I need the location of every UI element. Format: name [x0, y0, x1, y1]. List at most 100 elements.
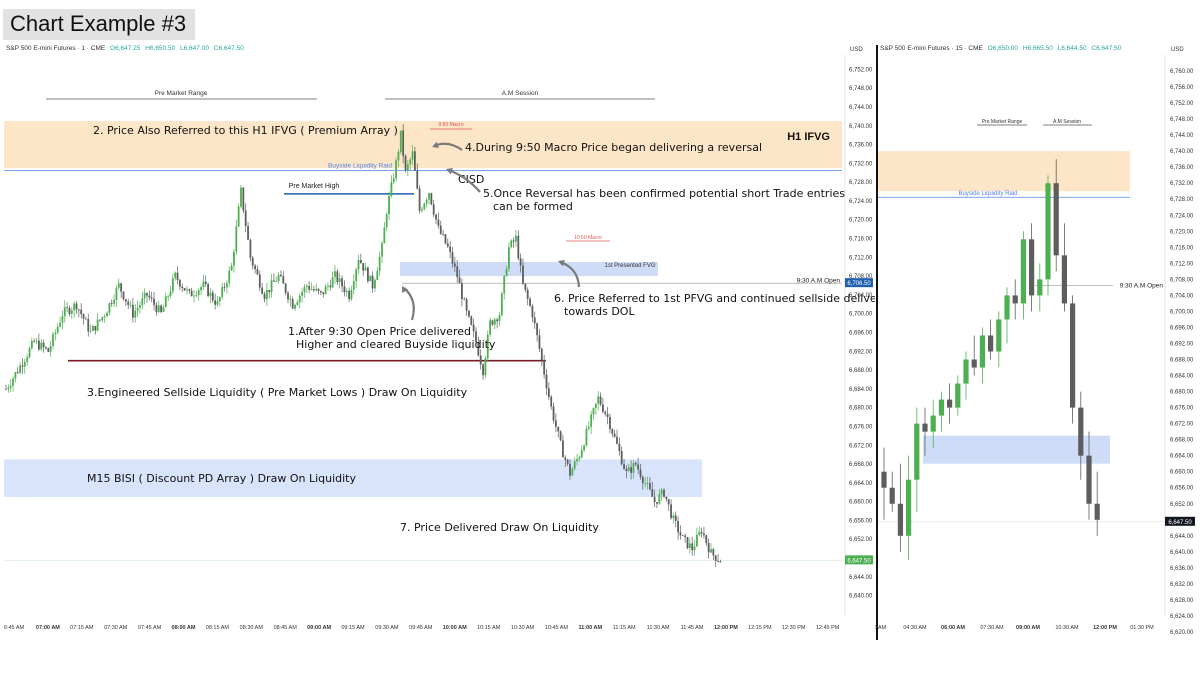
- last-price-badge-text: 6,647.50: [847, 558, 871, 564]
- candle-body: [197, 290, 200, 296]
- candle-body: [383, 227, 386, 244]
- candle-body: [611, 429, 614, 434]
- candle-body: [421, 209, 423, 211]
- candle-body: [423, 203, 426, 210]
- candle-body: [656, 502, 658, 504]
- annotation-text: towards DOL: [564, 305, 635, 318]
- candle-body-15m: [1078, 407, 1084, 456]
- candle-body: [670, 504, 672, 519]
- right-x-tick: 06:00 AM: [941, 625, 965, 631]
- candle-body-15m: [897, 503, 903, 536]
- candle-body: [327, 285, 329, 287]
- candle-body: [719, 561, 722, 563]
- left-y-tick: 6,748.00: [849, 86, 873, 92]
- candle-body: [498, 315, 501, 322]
- candle-body: [660, 489, 663, 495]
- left-x-tick: 08:00 AM: [172, 625, 196, 631]
- annotation-text: 1.After 9:30 Open Price delivered: [288, 325, 471, 338]
- arrow-open-head: [402, 286, 408, 293]
- candle-body: [150, 297, 153, 299]
- candle-body: [186, 289, 188, 291]
- left-x-tick: 08:15 AM: [206, 625, 230, 631]
- candle-body-15m: [979, 335, 985, 368]
- left-y-tick: 6,732.00: [849, 161, 873, 167]
- candle-body: [677, 520, 679, 533]
- candle-body: [700, 532, 703, 534]
- candle-body: [103, 316, 106, 318]
- candle-body: [256, 269, 259, 275]
- candle-body: [536, 323, 538, 336]
- candle-body: [82, 314, 85, 319]
- arrow-open: [403, 287, 415, 321]
- candle-body: [214, 300, 217, 305]
- left-y-tick: 6,752.00: [849, 67, 873, 73]
- candle-body: [594, 403, 597, 409]
- candle-body: [134, 310, 137, 318]
- candle-body: [136, 307, 139, 311]
- candle-body: [625, 468, 628, 472]
- annotation-text: 4.During 9:50 Macro Price began deliveri…: [465, 141, 762, 154]
- candle-body: [280, 274, 282, 277]
- candle-body: [592, 408, 595, 415]
- candle-body: [169, 291, 172, 297]
- candle-body: [571, 468, 574, 476]
- right-y-tick: 6,748.00: [1170, 117, 1194, 123]
- candle-body: [148, 295, 151, 298]
- candle-body: [627, 467, 630, 472]
- left-y-tick: 6,692.00: [849, 349, 873, 355]
- candle-body: [308, 285, 311, 290]
- right-low: L6,644.50: [1057, 45, 1087, 52]
- candle-body: [179, 280, 181, 287]
- candle-body: [717, 560, 719, 562]
- right-y-tick: 6,744.00: [1170, 133, 1194, 139]
- candle-body: [385, 214, 388, 228]
- candle-body: [181, 286, 184, 289]
- candle-body: [569, 463, 571, 476]
- left-y-tick: 6,720.00: [849, 218, 873, 224]
- candle-body: [632, 463, 635, 473]
- candle-body: [512, 240, 515, 242]
- candle-body-15m: [988, 335, 994, 352]
- candle-body: [343, 286, 346, 293]
- candle-body: [649, 483, 651, 490]
- candle-body: [244, 210, 247, 227]
- candle-body: [508, 247, 510, 269]
- left-y-tick: 6,700.00: [849, 312, 873, 318]
- candle-body: [228, 270, 231, 284]
- left-x-tick: 09:00 AM: [307, 625, 331, 631]
- candle-body: [200, 287, 202, 291]
- candle-body: [87, 319, 90, 332]
- candle-body: [305, 285, 308, 287]
- left-y-tick: 6,708.00: [849, 274, 873, 280]
- candle-body: [204, 281, 207, 285]
- candle-body: [28, 348, 31, 358]
- candle-body: [89, 330, 92, 332]
- candle-body: [294, 304, 296, 309]
- candle-body: [334, 271, 336, 278]
- candle-body: [468, 310, 470, 317]
- right-y-tick: 6,672.00: [1170, 422, 1194, 428]
- candle-body: [132, 304, 134, 318]
- candle-body: [590, 414, 593, 427]
- candle-body: [174, 272, 177, 279]
- first-fvg-label: 1st Presented FVG: [604, 263, 655, 269]
- candle-body: [538, 335, 541, 349]
- candle-body: [129, 304, 132, 306]
- candle-body: [352, 281, 355, 290]
- candle-body: [202, 281, 205, 288]
- candle-body: [703, 533, 705, 536]
- candle-body: [207, 284, 209, 297]
- candle-body: [66, 307, 68, 309]
- candle-body: [162, 307, 165, 312]
- candle-body: [367, 267, 369, 282]
- right-y-tick: 6,660.00: [1170, 470, 1194, 476]
- candle-body-15m: [1053, 183, 1059, 256]
- arrow-cisd-head: [446, 167, 453, 175]
- candle-body-15m: [996, 319, 1002, 352]
- left-y-tick: 6,744.00: [849, 105, 873, 111]
- candle-body: [446, 243, 449, 247]
- candle-body: [681, 535, 684, 537]
- right-y-tick: 6,644.00: [1170, 534, 1194, 540]
- annotation-text: 3.Engineered Sellside Liquidity ( Pre Ma…: [87, 386, 468, 399]
- candle-body: [221, 287, 224, 298]
